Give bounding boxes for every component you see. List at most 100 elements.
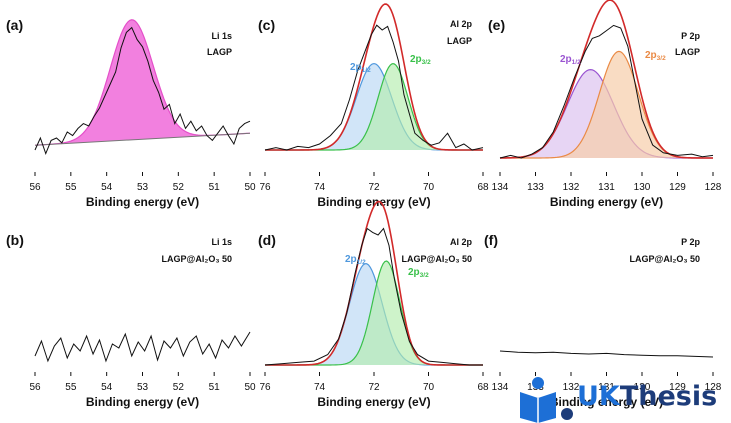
panel-label: (c) — [258, 17, 275, 33]
sample-annotation: LAGP — [675, 47, 700, 57]
x-tick-label: 130 — [634, 382, 651, 393]
panel-e: 134 133 132 131 130 129 128 Binding energy (eV)… — [488, 0, 722, 209]
x-tick-label: 76 — [259, 182, 271, 193]
reader-head — [532, 377, 544, 389]
panel-d: 76 74 72 70 68 Binding energy (eV) (d) Al 2p LAG… — [258, 200, 489, 409]
raw-spectrum-line — [34, 26, 251, 156]
raw-spectrum-line — [499, 24, 714, 159]
x-tick-label: 52 — [173, 182, 185, 193]
peak-label: 2p1/2 — [345, 254, 366, 266]
panel-c: 76 74 72 70 68 Binding energy (eV) (c) Al 2p LAG… — [258, 3, 489, 209]
x-tick-label: 128 — [705, 382, 722, 393]
fit-envelope — [265, 3, 483, 151]
x-tick-label: 128 — [705, 182, 722, 193]
raw-spectrum-line — [34, 331, 251, 363]
x-tick-label: 54 — [101, 382, 113, 393]
peak-label: 2p3/2 — [645, 50, 666, 62]
spectrum-annotation: P 2p — [681, 237, 700, 247]
x-tick-label: 74 — [314, 182, 326, 193]
x-tick-label: 56 — [29, 382, 41, 393]
fit-envelope — [499, 0, 714, 159]
sample-annotation: LAGP@Al₂O₃ 50 — [402, 254, 472, 264]
sample-annotation: LAGP@Al₂O₃ 50 — [162, 254, 232, 264]
sample-annotation: LAGP@Al₂O₃ 50 — [630, 254, 700, 264]
spectrum-annotation: Al 2p — [450, 237, 473, 247]
fit-envelope — [265, 200, 483, 366]
x-tick-label: 51 — [209, 182, 221, 193]
x-tick-label: 72 — [368, 182, 380, 193]
watermark-text-a: UK — [577, 381, 621, 412]
peak-label-subscript: 3/2 — [420, 272, 429, 279]
component-area — [265, 261, 483, 365]
x-tick-label: 70 — [423, 182, 435, 193]
panel-label: (a) — [6, 17, 23, 33]
x-tick-label: 129 — [669, 182, 686, 193]
x-tick-label: 68 — [477, 182, 489, 193]
background-line — [34, 132, 251, 146]
peak-label-main: 2p — [560, 54, 572, 65]
component-area — [265, 63, 483, 151]
peak-label-main: 2p — [410, 54, 422, 65]
raw-spectrum-line — [499, 350, 714, 358]
x-tick-label: 53 — [137, 382, 149, 393]
sample-annotation: LAGP — [207, 47, 232, 57]
panel-label: (f) — [484, 232, 498, 248]
panel-label: (b) — [6, 232, 24, 248]
x-tick-label: 134 — [492, 382, 509, 393]
x-tick-label: 53 — [137, 182, 149, 193]
component-area — [500, 51, 713, 158]
spectrum-annotation: Li 1s — [211, 31, 232, 41]
spectrum-annotation: P 2p — [681, 31, 700, 41]
x-tick-label: 68 — [477, 382, 489, 393]
x-tick-label: 131 — [598, 382, 615, 393]
panel-a: 56 55 54 53 52 51 50 Binding energy (eV) (a) Li 1… — [6, 17, 256, 209]
peak-label-main: 2p — [345, 254, 357, 265]
peak-label: 2p3/2 — [410, 54, 431, 66]
peak-label-subscript: 1/2 — [357, 259, 366, 266]
peak-label: 2p3/2 — [408, 267, 429, 279]
x-axis-label: Binding energy (eV) — [86, 395, 199, 409]
x-tick-label: 134 — [492, 182, 509, 193]
panel-label: (d) — [258, 232, 276, 248]
book-reader-icon — [520, 377, 573, 423]
x-axis-label: Binding energy (eV) — [86, 195, 199, 209]
raw-spectrum-line — [264, 24, 484, 151]
x-tick-label: 52 — [173, 382, 185, 393]
peak-label: 2p1/2 — [350, 62, 371, 74]
panel-b: 56 55 54 53 52 51 50 Binding energy (eV) (b) Li 1… — [6, 232, 256, 409]
peak-label-subscript: 3/2 — [422, 59, 431, 66]
x-axis-label: Binding energy (eV) — [317, 195, 430, 209]
x-tick-label: 55 — [65, 182, 77, 193]
peak-label-main: 2p — [408, 267, 420, 278]
peak-label-main: 2p — [645, 50, 657, 61]
x-tick-label: 74 — [314, 382, 326, 393]
peak-label-subscript: 1/2 — [572, 59, 581, 66]
watermark-text: UKThesis — [577, 381, 717, 412]
x-tick-label: 133 — [527, 182, 544, 193]
watermark-text-b: Thesis — [620, 381, 717, 412]
x-tick-label: 55 — [65, 382, 77, 393]
peak-label: 2p1/2 — [560, 54, 581, 66]
component-area — [35, 19, 250, 146]
x-tick-label: 56 — [29, 182, 41, 193]
x-tick-label: 132 — [563, 382, 580, 393]
sample-annotation: LAGP — [447, 36, 472, 46]
x-tick-label: 72 — [368, 382, 380, 393]
x-tick-label: 132 — [563, 182, 580, 193]
x-tick-label: 54 — [101, 182, 113, 193]
panel-label: (e) — [488, 17, 505, 33]
peak-label-subscript: 1/2 — [362, 67, 371, 74]
raw-spectrum-line — [264, 227, 483, 366]
x-tick-label: 130 — [634, 182, 651, 193]
globe-dot — [561, 408, 573, 420]
peak-label-main: 2p — [350, 62, 362, 73]
x-tick-label: 131 — [598, 182, 615, 193]
peak-label-subscript: 3/2 — [657, 55, 666, 62]
x-tick-label: 129 — [669, 382, 686, 393]
x-axis-label: Binding energy (eV) — [317, 395, 430, 409]
x-tick-label: 70 — [423, 382, 435, 393]
spectrum-annotation: Al 2p — [450, 19, 473, 29]
x-axis-label: Binding energy (eV) — [550, 195, 663, 209]
